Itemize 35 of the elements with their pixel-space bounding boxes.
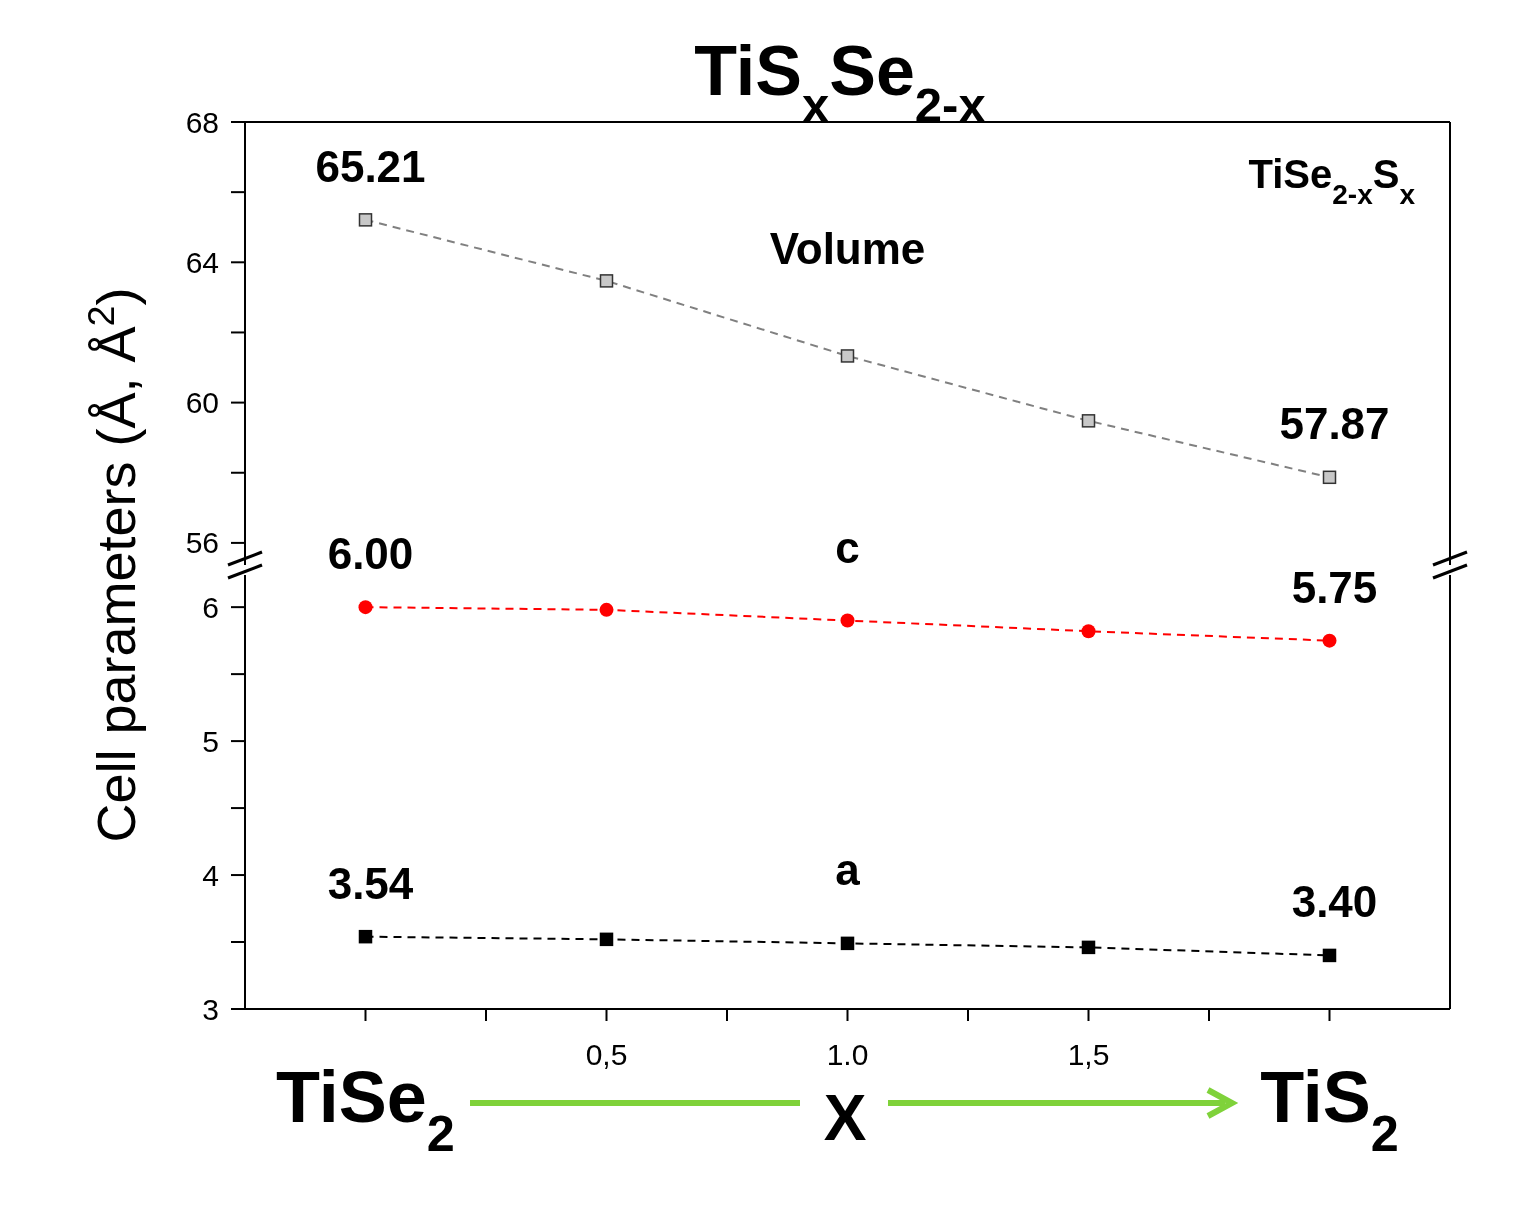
data-label: 5.75 xyxy=(1291,562,1378,612)
text: TiSe$_{2}$ xyxy=(276,1057,455,1162)
x-tick-label: 0,5 xyxy=(585,1038,628,1071)
point xyxy=(840,613,855,628)
y-tick-label: 64 xyxy=(185,245,219,279)
data-label: 57.87 xyxy=(1279,399,1390,449)
point xyxy=(840,936,855,951)
point xyxy=(1322,948,1337,963)
series-label: a xyxy=(835,845,861,895)
data-label: 3.54 xyxy=(327,858,414,908)
point xyxy=(1322,633,1337,648)
point xyxy=(358,929,373,944)
y-tick-label: 5 xyxy=(202,724,219,758)
x-tick-label: 1,5 xyxy=(1067,1038,1110,1071)
annotation: TiSe$_{2-x}$S$_{x}$ xyxy=(1248,152,1416,210)
series-label: Volume xyxy=(769,223,926,273)
point xyxy=(1081,940,1096,955)
y-tick-label: 56 xyxy=(185,526,219,560)
data-label: 65.21 xyxy=(315,141,426,191)
chart-title: TiS$_{x}$Se$_{2-x}$ xyxy=(694,32,986,132)
point xyxy=(358,600,373,615)
data-label: 3.40 xyxy=(1291,877,1378,927)
y-tick-label: 60 xyxy=(185,386,219,420)
y-tick-label: 68 xyxy=(185,105,219,139)
y-tick-label: 6 xyxy=(202,590,219,624)
y-tick-label: 4 xyxy=(202,858,219,892)
x-axis-title: X xyxy=(823,1082,867,1154)
point xyxy=(599,932,614,947)
y-tick-label: 3 xyxy=(202,992,219,1026)
data-label: 6.00 xyxy=(327,529,414,579)
point xyxy=(599,602,614,617)
point xyxy=(1081,624,1096,639)
series-label: c xyxy=(835,522,860,572)
text: TiS$_{2}$ xyxy=(1260,1057,1399,1162)
x-tick-label: 1.0 xyxy=(826,1038,869,1071)
